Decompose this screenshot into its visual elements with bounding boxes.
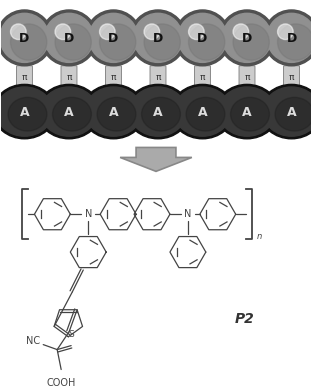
Text: N: N	[85, 209, 92, 219]
Circle shape	[55, 24, 91, 60]
Text: π: π	[111, 73, 116, 82]
Ellipse shape	[260, 84, 312, 139]
Ellipse shape	[8, 97, 47, 131]
Circle shape	[222, 13, 271, 63]
Circle shape	[100, 24, 115, 39]
Circle shape	[233, 24, 269, 60]
Ellipse shape	[186, 97, 225, 131]
Polygon shape	[120, 147, 192, 171]
Text: D: D	[64, 32, 74, 45]
Text: D: D	[153, 32, 163, 45]
Circle shape	[11, 24, 47, 60]
Ellipse shape	[82, 84, 145, 139]
Text: π: π	[289, 73, 294, 82]
Circle shape	[178, 13, 227, 63]
Ellipse shape	[0, 87, 53, 136]
Circle shape	[55, 24, 71, 39]
Circle shape	[44, 13, 94, 63]
Text: D: D	[197, 32, 207, 45]
Circle shape	[85, 10, 141, 66]
Text: COOH: COOH	[46, 378, 76, 389]
Circle shape	[134, 13, 183, 63]
Text: π: π	[200, 73, 205, 82]
Circle shape	[175, 10, 230, 66]
Circle shape	[144, 24, 160, 39]
Text: A: A	[153, 106, 163, 119]
FancyBboxPatch shape	[150, 66, 166, 90]
Circle shape	[0, 13, 49, 63]
Text: A: A	[20, 106, 29, 119]
Ellipse shape	[142, 97, 180, 131]
Ellipse shape	[171, 84, 234, 139]
Circle shape	[100, 24, 136, 60]
Circle shape	[188, 24, 204, 39]
Text: D: D	[286, 32, 297, 45]
Ellipse shape	[216, 84, 278, 139]
Circle shape	[11, 24, 26, 39]
Circle shape	[188, 24, 225, 60]
Circle shape	[219, 10, 275, 66]
Text: n: n	[257, 231, 262, 240]
Ellipse shape	[38, 84, 100, 139]
FancyBboxPatch shape	[17, 66, 32, 90]
Text: A: A	[109, 106, 118, 119]
Text: A: A	[64, 106, 74, 119]
Text: A: A	[198, 106, 207, 119]
Circle shape	[41, 10, 97, 66]
Ellipse shape	[129, 87, 186, 136]
Ellipse shape	[219, 87, 275, 136]
Circle shape	[0, 10, 52, 66]
Ellipse shape	[263, 87, 312, 136]
Text: S: S	[68, 330, 74, 339]
Ellipse shape	[52, 97, 91, 131]
Text: A: A	[242, 106, 252, 119]
Ellipse shape	[231, 97, 270, 131]
Ellipse shape	[41, 87, 97, 136]
Text: D: D	[242, 32, 252, 45]
FancyBboxPatch shape	[194, 66, 211, 90]
Text: D: D	[19, 32, 30, 45]
Ellipse shape	[275, 97, 312, 131]
Text: P2: P2	[235, 312, 255, 326]
Text: π: π	[22, 73, 27, 82]
Text: D: D	[108, 32, 119, 45]
Text: N: N	[184, 209, 192, 219]
Circle shape	[144, 24, 180, 60]
Circle shape	[264, 10, 312, 66]
Text: π: π	[155, 73, 161, 82]
Text: NC: NC	[26, 335, 40, 346]
FancyBboxPatch shape	[61, 66, 77, 90]
Text: π: π	[244, 73, 250, 82]
FancyBboxPatch shape	[105, 66, 121, 90]
Text: π: π	[66, 73, 72, 82]
Ellipse shape	[85, 87, 142, 136]
FancyBboxPatch shape	[284, 66, 300, 90]
FancyBboxPatch shape	[239, 66, 255, 90]
Ellipse shape	[0, 84, 56, 139]
Circle shape	[278, 24, 312, 60]
Circle shape	[233, 24, 249, 39]
Circle shape	[267, 13, 312, 63]
Ellipse shape	[127, 84, 189, 139]
Ellipse shape	[97, 97, 136, 131]
Circle shape	[130, 10, 186, 66]
Text: A: A	[287, 106, 296, 119]
Circle shape	[278, 24, 293, 39]
Ellipse shape	[174, 87, 231, 136]
Circle shape	[89, 13, 138, 63]
